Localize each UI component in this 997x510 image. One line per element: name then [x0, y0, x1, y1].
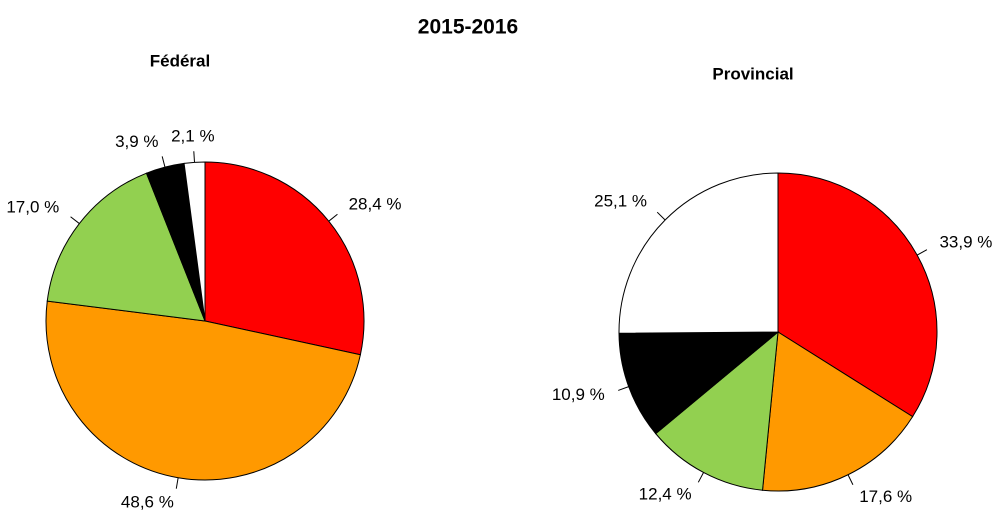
data-label: 3,9 % — [115, 132, 158, 151]
leader-line — [193, 151, 196, 163]
pie-slice — [46, 172, 206, 322]
leader-line — [618, 386, 629, 391]
pie-slice — [618, 172, 779, 334]
data-label: 48,6 % — [121, 492, 174, 510]
data-label: 33,9 % — [939, 232, 992, 251]
data-label: 10,9 % — [552, 385, 605, 404]
pie-slice — [618, 331, 780, 435]
pie-title: Provincial — [712, 64, 793, 83]
leader-line — [656, 211, 666, 221]
leader-line — [175, 477, 179, 489]
data-label: 17,6 % — [859, 487, 912, 506]
data-label: 28,4 % — [349, 195, 402, 214]
leader-line — [916, 249, 928, 256]
data-label: 17,0 % — [6, 197, 59, 216]
data-label: 2,1 % — [171, 126, 214, 145]
pie-slice — [45, 300, 361, 481]
data-label: 25,1 % — [594, 192, 647, 211]
leader-line — [70, 216, 80, 224]
page-title: 2015-2016 — [418, 16, 518, 39]
pie-title: Fédéral — [150, 51, 210, 70]
leader-line — [697, 472, 704, 483]
leader-line — [328, 213, 338, 222]
leader-line — [161, 156, 166, 168]
data-label: 12,4 % — [639, 484, 692, 503]
pie-slice — [777, 172, 938, 418]
leader-line — [847, 474, 854, 485]
pie-slice — [761, 331, 914, 492]
